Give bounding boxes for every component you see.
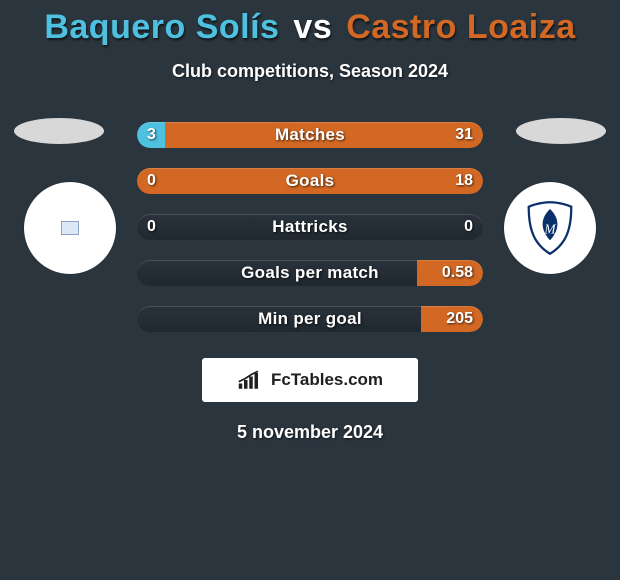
svg-text:M: M — [543, 222, 556, 237]
left-club-badge — [24, 182, 116, 274]
player1-name: Baquero Solís — [44, 8, 279, 46]
stat-label: Min per goal — [137, 306, 483, 332]
player2-name: Castro Loaiza — [346, 8, 575, 46]
brand-card: FcTables.com — [202, 358, 418, 402]
right-ellipse — [516, 118, 606, 144]
stat-value-right: 205 — [436, 306, 483, 332]
stat-value-left: 0 — [137, 214, 166, 240]
stat-bar: Goals0 18 — [137, 168, 483, 194]
footer-date: 5 november 2024 — [0, 422, 620, 443]
comparison-card: Baquero Solís vs Castro Loaiza Club comp… — [0, 0, 620, 443]
stat-value-left: 0 — [137, 168, 166, 194]
brand-text: FcTables.com — [271, 370, 383, 390]
stat-value-right: 18 — [445, 168, 483, 194]
stat-bars: Matches331Goals018Hattricks00Goals per m… — [137, 122, 483, 332]
comparison-title: Baquero Solís vs Castro Loaiza — [0, 8, 620, 47]
vs-text: vs — [293, 8, 332, 46]
subtitle: Club competitions, Season 2024 — [0, 61, 620, 82]
stat-value-right: 31 — [445, 122, 483, 148]
placeholder-crest-icon — [61, 221, 79, 235]
stat-label: Hattricks — [137, 214, 483, 240]
stat-value-right: 0 — [454, 214, 483, 240]
stat-bar: Matches3 31 — [137, 122, 483, 148]
left-ellipse — [14, 118, 104, 144]
stat-value-left: 3 — [137, 122, 166, 148]
millonarios-crest-icon: M — [522, 200, 578, 256]
stat-label: Matches — [137, 122, 483, 148]
stat-bar: Goals per match0.58 — [137, 260, 483, 286]
stat-value-right: 0.58 — [432, 260, 483, 286]
stat-bar: Hattricks0 0 — [137, 214, 483, 240]
fctables-logo-icon — [237, 369, 265, 391]
right-club-badge: M — [504, 182, 596, 274]
stat-label: Goals — [137, 168, 483, 194]
comparison-stage: M Matches331Goals018Hattricks00Goals per… — [0, 122, 620, 332]
stat-bar: Min per goal205 — [137, 306, 483, 332]
